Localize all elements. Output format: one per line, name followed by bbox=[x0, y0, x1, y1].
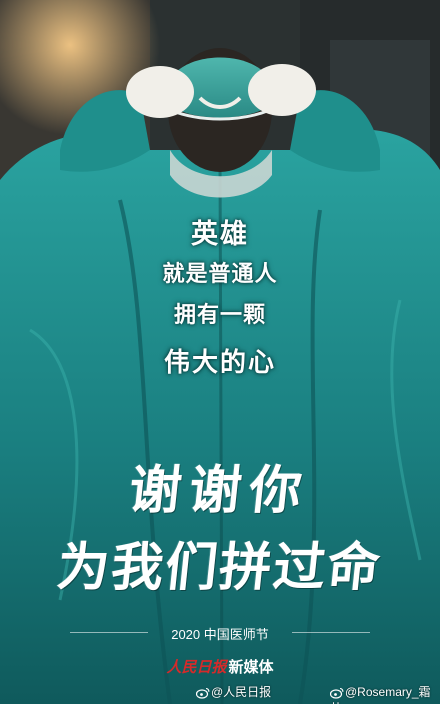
sacrifice-line: 为我们拼过命 bbox=[54, 537, 385, 598]
festival-divider-right bbox=[292, 632, 370, 633]
watermark-right-text: @Rosemary_霜儿 bbox=[330, 685, 431, 704]
weibo-icon bbox=[196, 687, 210, 699]
media-brand-name: 新媒体 bbox=[228, 658, 274, 676]
watermark-right: @Rosemary_霜儿 bbox=[330, 684, 440, 704]
media-brand: 人民日报 新媒体 bbox=[0, 656, 440, 677]
festival-title: 2020 中国医师节 bbox=[171, 627, 269, 642]
thanks-line: 谢谢你 bbox=[126, 460, 313, 521]
headline-line-3: 拥有一颗 bbox=[173, 303, 266, 328]
watermark-left-text: @人民日报 bbox=[211, 685, 272, 699]
weibo-icon bbox=[330, 687, 344, 699]
headline-line-1: 英雄 bbox=[191, 219, 249, 250]
headline-line-2: 就是普通人 bbox=[162, 262, 278, 287]
festival-divider-left bbox=[70, 632, 148, 633]
headline-line-4: 伟大的心 bbox=[163, 348, 276, 378]
watermark-left: @人民日报 bbox=[196, 684, 271, 700]
people-daily-logo: 人民日报 bbox=[166, 658, 227, 676]
